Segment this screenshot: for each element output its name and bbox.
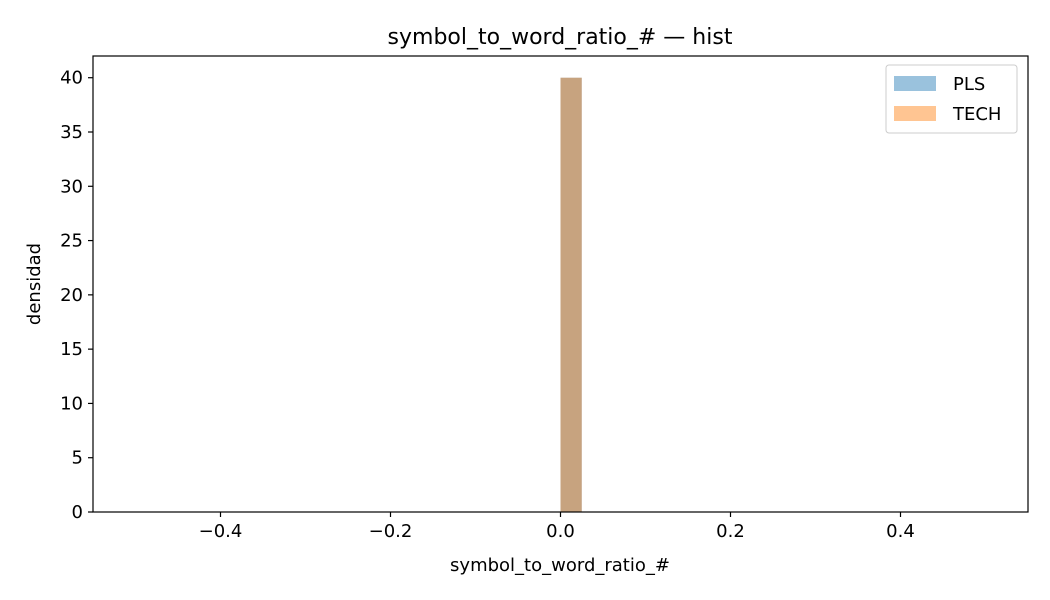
legend-swatch-pls (894, 76, 936, 91)
x-tick-label: −0.4 (199, 521, 243, 542)
x-axis-label: symbol_to_word_ratio_# (450, 555, 670, 576)
legend-swatch-tech (894, 106, 936, 121)
legend-box (885, 64, 1018, 134)
legend: PLS TECH (885, 64, 1018, 134)
y-tick-label: 0 (72, 502, 83, 523)
x-tick-label: 0.0 (546, 521, 575, 542)
legend-label-pls: PLS (953, 74, 985, 95)
y-tick-label: 25 (60, 231, 83, 252)
x-tick-label: −0.2 (369, 521, 413, 542)
y-tick-label: 5 (72, 448, 83, 469)
axis-ticks: −0.4 −0.2 0.0 0.2 0.4 0 5 10 15 20 25 30 35 40 (60, 68, 915, 542)
y-tick-label: 40 (60, 68, 83, 89)
bar-tech-0 (560, 77, 582, 512)
legend-label-tech: TECH (952, 104, 1001, 125)
y-tick-label: 15 (60, 339, 83, 360)
x-tick-label: 0.2 (716, 521, 745, 542)
bar-pls-0 (560, 77, 582, 512)
y-tick-label: 20 (60, 285, 83, 306)
chart-title: symbol_to_word_ratio_# — hist (388, 25, 733, 50)
y-axis-label: densidad (24, 243, 45, 325)
x-tick-label: 0.4 (886, 521, 915, 542)
plot-frame (92, 55, 1029, 513)
histogram-bars (560, 77, 582, 512)
y-tick-label: 10 (60, 393, 83, 414)
y-tick-label: 30 (60, 176, 83, 197)
y-tick-label: 35 (60, 122, 83, 143)
